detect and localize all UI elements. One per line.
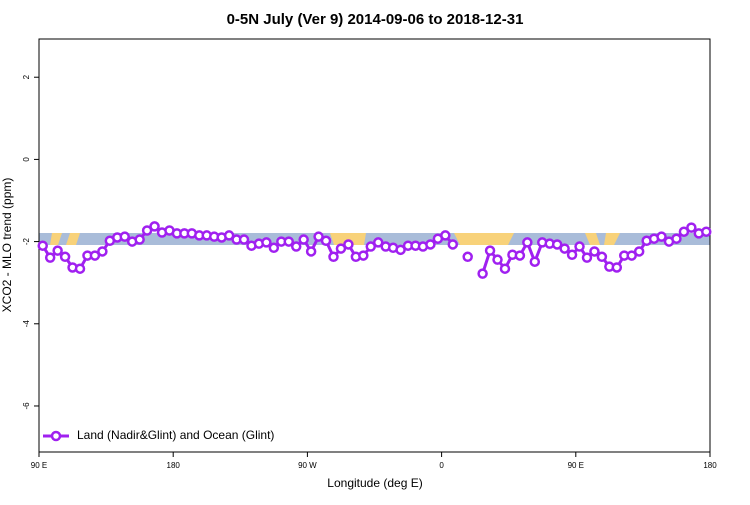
data-point — [611, 262, 623, 273]
data-point — [223, 230, 235, 241]
data-point — [633, 246, 645, 257]
data-point — [343, 239, 354, 250]
data-point — [298, 234, 309, 245]
data-point — [656, 231, 667, 242]
data-point — [365, 241, 377, 252]
x-tick-label: 90 E — [568, 461, 584, 470]
data-point — [313, 231, 324, 242]
data-point — [52, 245, 63, 256]
y-tick-label: -6 — [22, 402, 31, 410]
legend-label: Land (Nadir&Glint) and Ocean (Glint) — [77, 428, 274, 442]
data-point — [447, 239, 459, 250]
x-tick-label: 90 W — [298, 461, 317, 470]
y-tick-label: 2 — [22, 74, 31, 79]
data-point — [290, 241, 302, 252]
data-point — [492, 254, 503, 265]
data-point — [320, 235, 332, 247]
data-point — [678, 226, 690, 237]
data-point — [89, 250, 101, 261]
legend-marker — [50, 430, 62, 442]
data-point — [514, 250, 526, 261]
x-tick-label: 180 — [703, 461, 717, 470]
x-tick-label: 90 E — [31, 461, 47, 470]
data-point — [238, 234, 250, 245]
data-point — [559, 243, 570, 254]
data-point — [589, 246, 600, 257]
x-tick-label: 180 — [167, 461, 181, 470]
data-point — [335, 243, 347, 254]
data-point — [268, 242, 280, 254]
y-tick-label: -2 — [22, 237, 31, 245]
data-point — [425, 239, 436, 250]
data-point — [529, 256, 541, 267]
data-point — [551, 239, 563, 250]
data-point — [261, 237, 272, 248]
y-axis-label: XCO2 - MLO trend (ppm) — [0, 178, 14, 313]
data-point — [581, 252, 593, 263]
data-point — [134, 234, 145, 245]
data-point — [596, 251, 608, 263]
data-point — [477, 268, 488, 279]
data-point — [574, 241, 585, 252]
data-point — [686, 222, 697, 233]
data-point — [566, 249, 578, 260]
data-point — [328, 251, 339, 263]
data-point — [37, 240, 48, 251]
data-point — [74, 263, 86, 274]
y-tick-label: 0 — [22, 157, 31, 162]
data-point — [395, 244, 406, 256]
data-point — [141, 225, 153, 236]
data-point — [59, 251, 71, 263]
data-point — [626, 250, 637, 261]
data-point — [440, 230, 451, 241]
data-point — [358, 250, 369, 261]
data-point — [522, 237, 533, 248]
data-point — [462, 251, 473, 263]
data-point — [149, 221, 160, 232]
data-point — [97, 246, 108, 257]
data-point — [499, 263, 511, 274]
y-tick-label: -4 — [22, 320, 31, 328]
data-point — [119, 231, 130, 242]
x-axis-label: Longitude (deg E) — [327, 476, 422, 490]
data-point — [671, 233, 682, 244]
data-point — [701, 226, 712, 237]
data-point — [305, 246, 317, 257]
chart-title: 0-5N July (Ver 9) 2014-09-06 to 2018-12-… — [227, 11, 524, 28]
data-point — [372, 237, 384, 248]
data-point — [44, 252, 56, 263]
x-tick-label: 0 — [439, 461, 444, 470]
data-point — [484, 245, 496, 256]
data-point — [283, 236, 295, 247]
